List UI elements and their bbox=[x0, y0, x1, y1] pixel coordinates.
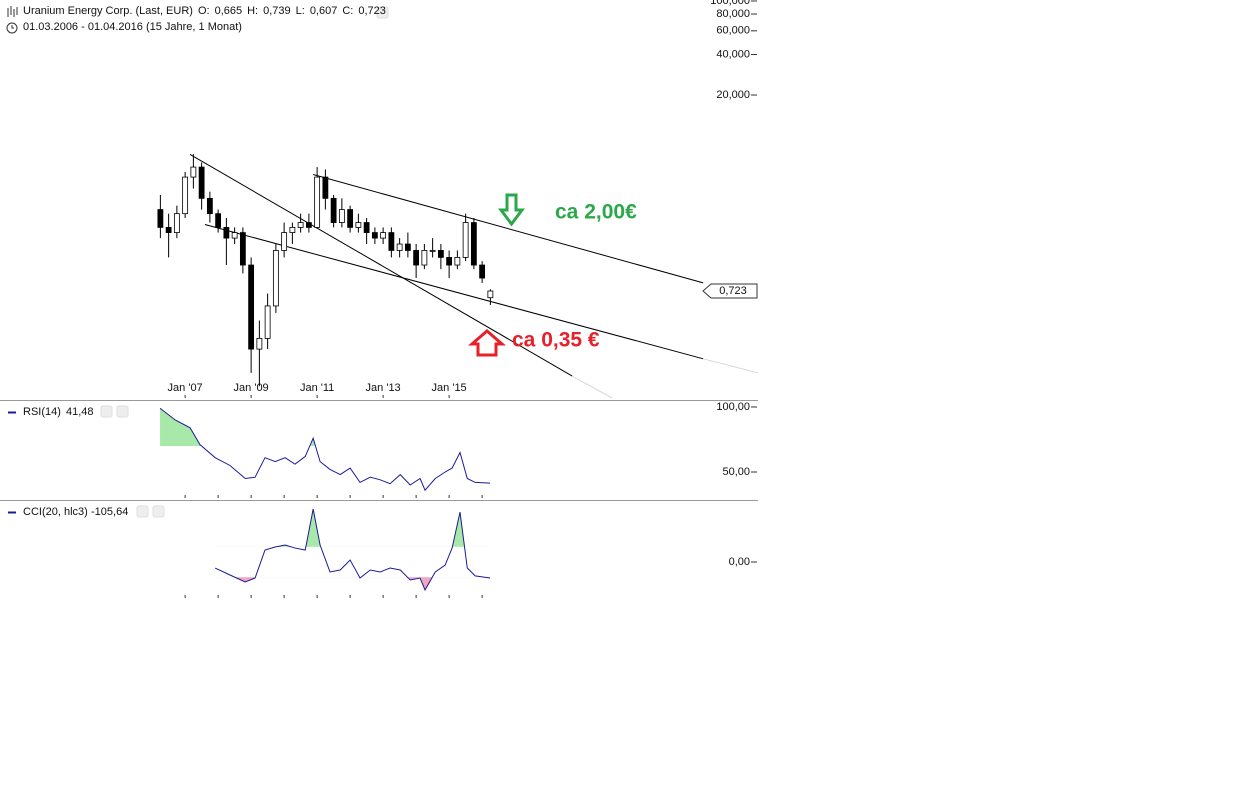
candle-body bbox=[157, 209, 164, 228]
candle-body bbox=[206, 197, 213, 215]
candle-body bbox=[330, 197, 337, 223]
candle-body bbox=[347, 209, 354, 228]
candle-body bbox=[256, 338, 263, 350]
candle-body bbox=[198, 166, 205, 199]
candle-body bbox=[289, 227, 296, 233]
threshold-fill bbox=[160, 408, 491, 446]
trendline bbox=[571, 375, 613, 399]
candle-body bbox=[421, 250, 428, 266]
instrument-title: Uranium Energy Corp. (Last, EUR) bbox=[23, 5, 193, 17]
candle-body bbox=[388, 232, 395, 251]
settings-icon[interactable] bbox=[136, 505, 149, 518]
candle-body bbox=[173, 213, 180, 233]
close-icon[interactable] bbox=[152, 505, 165, 518]
y-tick-label: 100,00 bbox=[716, 401, 750, 413]
y-tick-label: 80,000 bbox=[716, 8, 750, 20]
candle-body bbox=[182, 176, 189, 215]
quote-label: L: bbox=[295, 5, 305, 17]
settings-icon[interactable] bbox=[100, 405, 113, 418]
candle-body bbox=[355, 222, 362, 228]
quote-label: H: bbox=[247, 5, 259, 17]
candle-body bbox=[396, 243, 403, 251]
candle-body bbox=[314, 176, 321, 228]
last-price-tag bbox=[702, 283, 758, 299]
candle-body bbox=[165, 227, 172, 233]
candle-body bbox=[479, 264, 486, 279]
y-tick-label: 20,000 bbox=[716, 89, 750, 101]
candle-body bbox=[338, 209, 345, 223]
down-arrow bbox=[498, 193, 525, 227]
candle-body bbox=[264, 305, 271, 339]
candle-body bbox=[305, 222, 312, 228]
x-tick-label: Jan '11 bbox=[300, 382, 334, 394]
last-price-label: 0,723 bbox=[719, 285, 747, 297]
threshold-fill bbox=[234, 577, 491, 590]
y-tick-label: 40,000 bbox=[716, 48, 750, 60]
close-icon[interactable] bbox=[116, 405, 129, 418]
quote-label: C: bbox=[342, 5, 354, 17]
candle-body bbox=[223, 227, 230, 239]
candle-body bbox=[239, 232, 246, 266]
candle-body bbox=[371, 232, 378, 239]
threshold-fill bbox=[275, 509, 465, 547]
y-tick-label: 50,00 bbox=[722, 466, 750, 478]
quote-value: 0,665 bbox=[214, 5, 243, 17]
candle-body bbox=[454, 257, 461, 266]
candle-body bbox=[322, 176, 329, 199]
legend-label: CCI(20, hlc3) bbox=[23, 506, 88, 518]
candle-body bbox=[437, 250, 444, 258]
candle-body bbox=[487, 290, 494, 299]
candle-body bbox=[462, 222, 469, 258]
candle-body bbox=[190, 166, 197, 178]
trendline bbox=[204, 223, 704, 360]
x-tick-label: Jan '13 bbox=[366, 382, 401, 394]
quote-value: 0,739 bbox=[263, 5, 291, 17]
legend-value: -105,64 bbox=[91, 506, 128, 518]
candle-body bbox=[231, 232, 238, 239]
candle-body bbox=[470, 222, 477, 266]
candle-body bbox=[248, 264, 255, 350]
up-arrow bbox=[467, 329, 507, 357]
x-tick-label: Jan '07 bbox=[168, 382, 203, 394]
bars-icon bbox=[7, 6, 18, 17]
annotation: ca 0,35 € bbox=[512, 329, 600, 352]
indicator-line bbox=[214, 508, 491, 592]
candle-body bbox=[446, 257, 453, 266]
legend-value: 41,48 bbox=[66, 406, 94, 418]
quote-label: O: bbox=[197, 5, 210, 17]
settings-icon[interactable] bbox=[376, 6, 389, 19]
legend-label: RSI(14) bbox=[23, 406, 61, 418]
trendline bbox=[189, 154, 573, 377]
candle-body bbox=[380, 232, 387, 239]
y-tick-label: 100,000 bbox=[710, 0, 750, 7]
trendline bbox=[703, 358, 759, 374]
candle-body bbox=[413, 250, 420, 266]
quote-header: Uranium Energy Corp. (Last, EUR) O: 0,665… bbox=[23, 5, 386, 17]
y-tick-label: 0,00 bbox=[729, 556, 750, 568]
indicator-line bbox=[159, 407, 491, 492]
x-tick-label: Jan '09 bbox=[234, 382, 269, 394]
candle-body bbox=[297, 222, 304, 228]
quote-value: 0,723 bbox=[358, 5, 386, 17]
candle-body bbox=[215, 213, 222, 228]
candle-body bbox=[429, 250, 436, 252]
y-tick-label: 60,000 bbox=[716, 25, 750, 37]
candle-body bbox=[363, 222, 370, 233]
annotation: ca 2,00€ bbox=[555, 201, 637, 224]
candle-body bbox=[404, 243, 411, 251]
quote-value: 0,607 bbox=[309, 5, 338, 17]
date-range: 01.03.2006 - 01.04.2016 (15 Jahre, 1 Mon… bbox=[23, 21, 242, 33]
candle-body bbox=[281, 232, 288, 251]
clock-icon bbox=[6, 22, 18, 34]
candle-body bbox=[272, 250, 279, 307]
x-tick-label: Jan '15 bbox=[432, 382, 467, 394]
trendline bbox=[313, 173, 704, 284]
